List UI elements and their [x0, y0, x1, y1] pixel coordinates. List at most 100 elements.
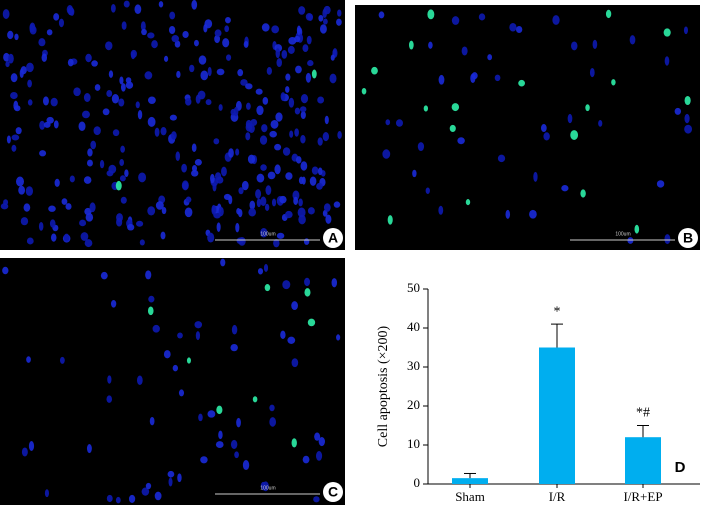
apoptotic-cell: [465, 199, 471, 206]
nucleus: [487, 54, 493, 61]
nucleus: [94, 84, 101, 91]
nucleus: [195, 94, 201, 104]
nucleus: [116, 217, 123, 227]
nucleus: [323, 203, 331, 212]
nucleus: [158, 1, 164, 8]
nucleus: [23, 203, 31, 212]
nucleus: [53, 13, 60, 21]
nucleus: [304, 277, 311, 287]
nucleus: [336, 334, 341, 341]
nucleus: [90, 140, 97, 150]
nucleus: [567, 113, 573, 124]
nucleus: [20, 217, 29, 226]
nucleus: [382, 149, 391, 159]
nucleus: [256, 105, 264, 116]
nucleus: [43, 121, 51, 128]
nucleus: [461, 46, 468, 56]
scale-bar-label: 100um: [260, 485, 275, 491]
nucleus: [38, 222, 44, 231]
nucleus: [230, 343, 238, 352]
nucleus: [315, 451, 323, 461]
nucleus: [147, 116, 156, 127]
nucleus: [134, 4, 142, 15]
nucleus: [305, 72, 312, 83]
nucleus: [395, 119, 404, 127]
apoptotic-cell: [663, 28, 671, 37]
nucleus: [218, 206, 224, 217]
nucleus: [27, 99, 33, 106]
nucleus: [168, 477, 173, 487]
nucleus: [99, 160, 105, 169]
nucleus: [225, 16, 231, 24]
nucleus: [230, 108, 236, 116]
nucleus: [457, 137, 465, 145]
nucleus: [337, 131, 342, 139]
nucleus: [265, 185, 272, 196]
nucleus: [69, 175, 75, 183]
nucleus: [26, 62, 34, 73]
nucleus: [19, 68, 24, 79]
nucleus: [275, 48, 280, 59]
nucleus: [245, 83, 253, 90]
panel-badge: [678, 228, 698, 248]
nucleus: [300, 94, 309, 104]
nucleus: [49, 219, 56, 228]
apoptotic-cell: [408, 40, 414, 50]
nucleus: [333, 201, 341, 208]
nucleus: [124, 169, 129, 177]
nucleus: [552, 15, 560, 25]
nucleus: [18, 185, 26, 195]
nucleus: [276, 232, 285, 239]
nucleus: [261, 23, 270, 32]
nucleus: [266, 67, 272, 75]
nucleus: [297, 207, 306, 218]
nucleus: [301, 176, 306, 185]
nucleus: [302, 44, 309, 53]
nucleus: [325, 214, 332, 224]
nucleus: [273, 238, 280, 248]
nucleus: [274, 143, 282, 151]
nucleus: [674, 107, 682, 115]
nucleus: [204, 19, 213, 29]
nucleus: [119, 76, 124, 85]
nucleus: [298, 198, 303, 207]
nucleus: [78, 121, 86, 131]
nucleus: [194, 39, 199, 47]
nucleus: [160, 231, 166, 240]
bar: [452, 478, 488, 484]
overlay: 100um A 100um B 100um C: [215, 228, 698, 502]
nucleus: [274, 164, 281, 175]
nucleus: [324, 115, 329, 125]
nucleus: [207, 410, 216, 418]
nucleus: [298, 6, 306, 15]
nucleus: [28, 440, 35, 451]
y-tick-label: 30: [407, 358, 420, 373]
nucleus: [121, 21, 127, 30]
nucleus: [189, 64, 195, 73]
nucleus: [107, 375, 112, 384]
nucleus: [220, 258, 226, 267]
nucleus: [279, 195, 287, 204]
nucleus: [50, 97, 58, 107]
nucleus: [171, 35, 179, 43]
apoptotic-cell: [371, 66, 378, 75]
nucleus: [323, 18, 328, 25]
nucleus: [148, 295, 155, 303]
nucleus: [29, 22, 36, 33]
nucleus: [314, 432, 321, 441]
significance-label: *#: [636, 406, 650, 421]
nucleus: [106, 494, 113, 503]
nucleus: [300, 161, 308, 171]
nucleus: [207, 66, 212, 77]
nucleus: [451, 16, 460, 25]
nucleus: [130, 49, 137, 58]
nucleus: [171, 131, 177, 140]
panel-badge: [323, 482, 343, 502]
nucleus: [106, 170, 114, 177]
nucleus: [216, 176, 224, 184]
y-tick-label: 50: [407, 280, 420, 295]
nucleus: [298, 214, 306, 225]
nucleus: [425, 187, 430, 194]
nucleus: [207, 232, 215, 243]
nucleus: [664, 234, 671, 245]
